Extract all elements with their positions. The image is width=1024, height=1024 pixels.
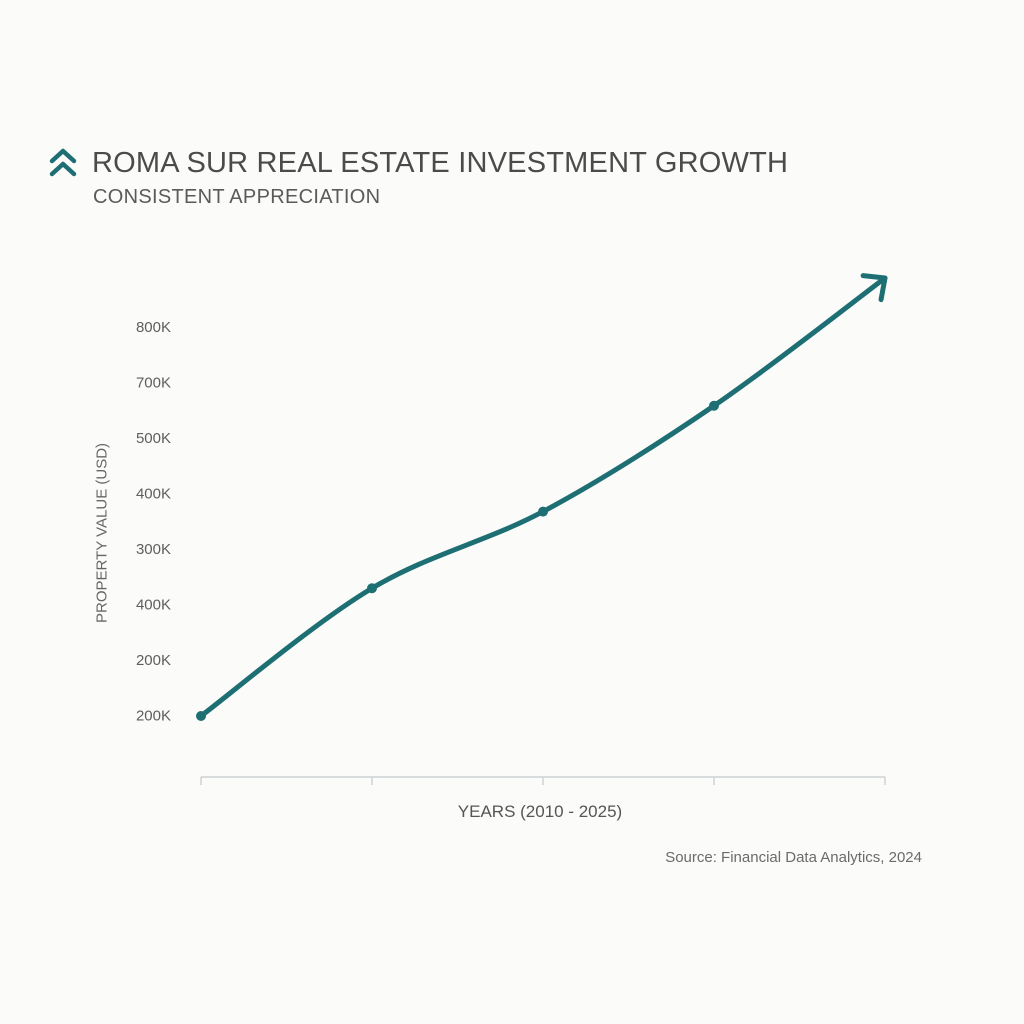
y-tick-label: 400K (136, 597, 171, 614)
y-tick-label: 700K (136, 375, 171, 392)
y-tick-label: 500K (136, 430, 171, 447)
y-tick-label: 300K (136, 541, 171, 558)
series-line (198, 275, 888, 719)
double-chevron-up-icon (49, 148, 77, 177)
chart-title: ROMA SUR REAL ESTATE INVESTMENT GROWTH (92, 146, 789, 179)
y-tick-label: 800K (136, 319, 171, 336)
y-tick-label: 200K (136, 708, 171, 725)
y-tick-label: 200K (136, 652, 171, 669)
data-point (367, 583, 377, 594)
x-axis-label: YEARS (2010 - 2025) (457, 802, 623, 821)
data-point (709, 400, 719, 411)
y-tick-label: 400K (136, 486, 171, 503)
chart-header: ROMA SUR REAL ESTATE INVESTMENT GROWTH (48, 146, 788, 180)
data-point (196, 711, 206, 721)
source-note: Source: Financial Data Analytics, 2024 (665, 849, 922, 866)
line-end-arrow (860, 273, 888, 303)
chart-subtitle: CONSISTENT APPRECIATION (93, 186, 381, 208)
data-point (538, 506, 548, 517)
